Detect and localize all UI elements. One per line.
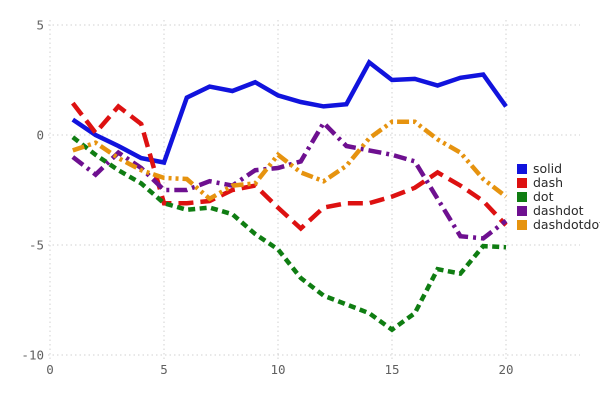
legend-swatch-dashdot <box>517 205 527 216</box>
legend-label-dashdot: dashdot <box>533 203 584 218</box>
legend-label-solid: solid <box>533 161 563 176</box>
x-tick-label-5: 5 <box>160 362 168 377</box>
legend-item-dashdotdot: dashdotdot <box>517 217 600 232</box>
legend-item-solid: solid <box>517 161 600 176</box>
y-tick-label-5: 5 <box>36 18 44 33</box>
legend-item-dash: dash <box>517 175 600 190</box>
y-tick-label--5: -5 <box>29 238 44 253</box>
x-tick-label-15: 15 <box>384 362 399 377</box>
legend-item-dot: dot <box>517 189 600 204</box>
series-line-dash <box>71 101 508 232</box>
x-tick-label-10: 10 <box>270 362 285 377</box>
series-line-dashdotdot <box>72 119 508 202</box>
y-tick-label--10: -10 <box>21 348 44 363</box>
legend-item-dashdot: dashdot <box>517 203 600 218</box>
legend-swatch-dash <box>517 177 527 188</box>
x-tick-label-0: 0 <box>46 362 54 377</box>
legend-swatch-dashdotdot <box>517 219 527 230</box>
x-tick-label-20: 20 <box>498 362 513 377</box>
legend-label-dash: dash <box>533 175 564 190</box>
legend: solid dash dot dashdot dashdotdot <box>517 161 600 232</box>
y-tick-label-0: 0 <box>36 128 44 143</box>
series-line-dot <box>71 135 507 333</box>
legend-label-dot: dot <box>533 189 554 204</box>
legend-swatch-solid <box>517 163 527 174</box>
legend-swatch-dot <box>517 191 527 202</box>
legend-label-dashdotdot: dashdotdot <box>533 217 600 232</box>
series-line-dashdot <box>71 119 508 241</box>
series-line-solid <box>71 59 508 166</box>
